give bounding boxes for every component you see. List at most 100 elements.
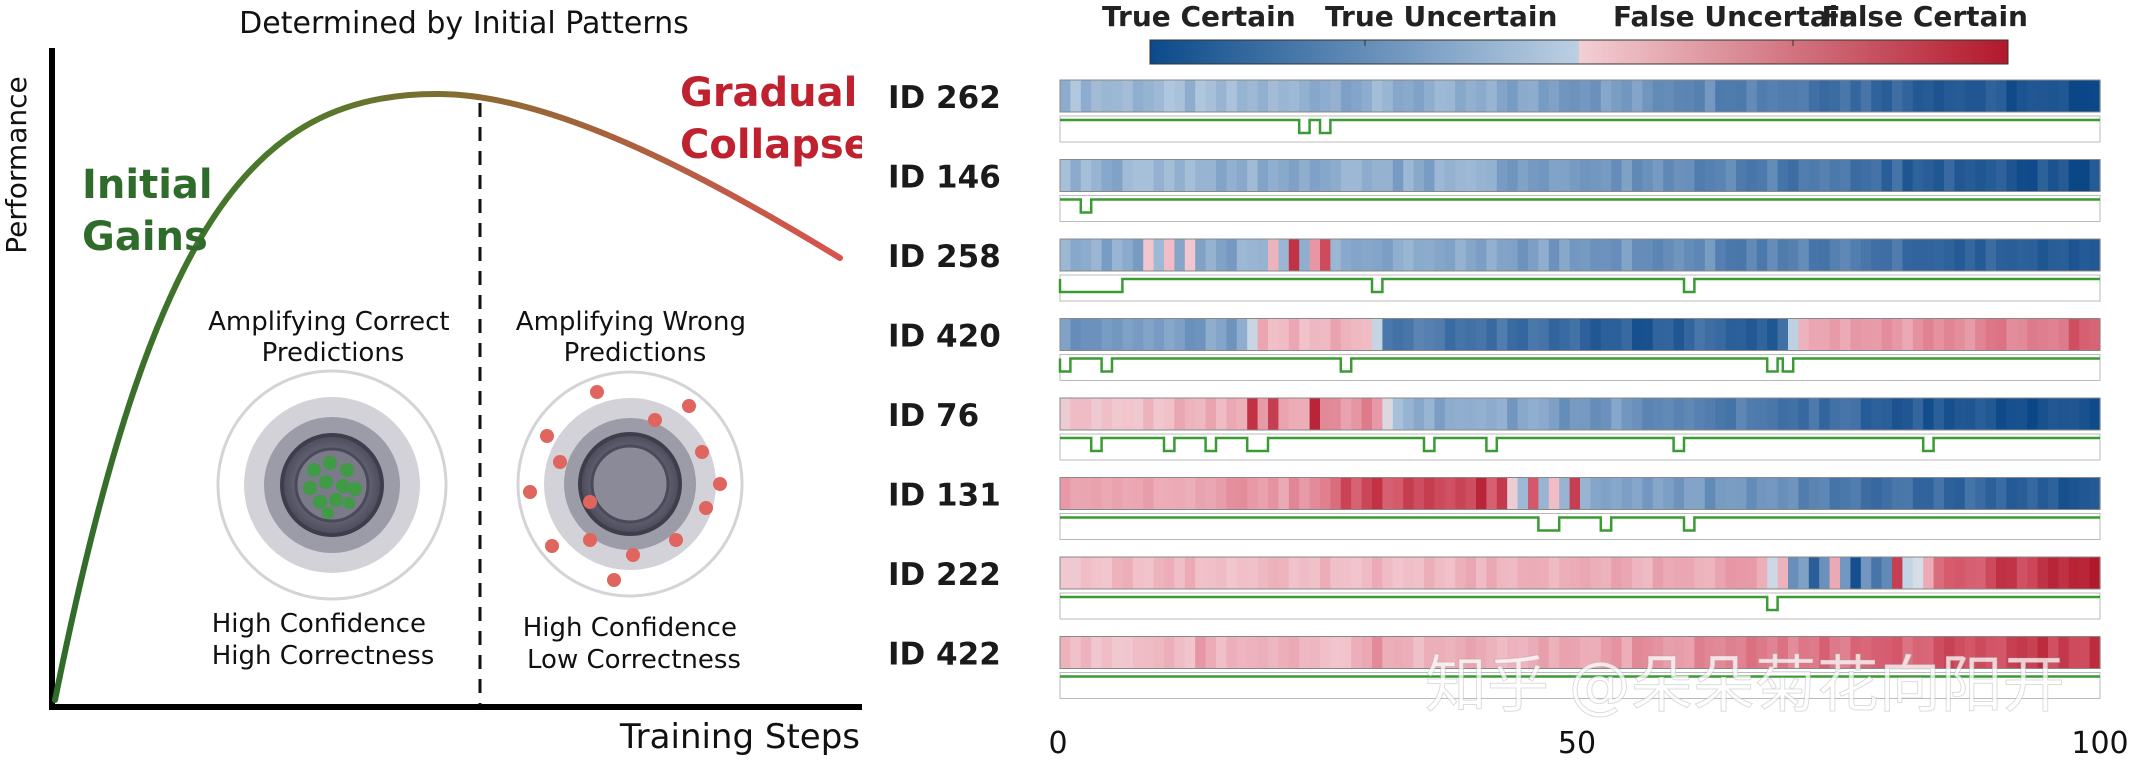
row-id-label: ID 422 <box>888 637 1001 673</box>
heat-cell <box>1132 80 1144 112</box>
heat-cell <box>1923 398 1935 430</box>
heat-cell <box>1216 477 1227 510</box>
heat-cell <box>1663 80 1675 112</box>
heat-cell <box>1798 239 1810 271</box>
heat-cell <box>1091 636 1103 669</box>
heat-cell <box>1652 159 1664 192</box>
heat-cell <box>1060 557 1071 589</box>
heat-cell <box>1434 239 1446 271</box>
heat-cell <box>1559 398 1571 430</box>
heat-cell <box>1288 159 1300 192</box>
heat-cell <box>1694 80 1706 112</box>
heat-cell <box>1808 477 1820 510</box>
heat-cell <box>1517 398 1529 430</box>
heat-cell <box>1746 318 1758 351</box>
heat-cell <box>1361 239 1373 271</box>
row-id-label: ID 76 <box>888 398 979 434</box>
heat-cell <box>1486 557 1498 589</box>
heat-cell <box>1060 239 1071 271</box>
heat-cell <box>1216 398 1227 430</box>
heat-cell <box>1247 636 1259 669</box>
heat-cell <box>1840 636 1851 669</box>
heat-cell <box>1486 318 1498 351</box>
heat-cell <box>1746 159 1758 192</box>
heat-cell <box>1538 159 1550 192</box>
correctness-trace <box>1060 595 2100 612</box>
heat-cell <box>1330 636 1342 669</box>
heat-cell <box>2089 398 2101 430</box>
heat-cell <box>1881 477 1893 510</box>
heat-cell <box>1216 80 1227 112</box>
heat-cell <box>1476 636 1487 669</box>
heat-cell <box>1912 239 1924 271</box>
heat-cell <box>1559 557 1571 589</box>
heat-cell <box>1091 239 1103 271</box>
heat-cell <box>1340 557 1352 589</box>
correctness-trace <box>1060 118 2100 135</box>
heat-cell <box>1580 80 1591 112</box>
heat-cell <box>1372 159 1383 192</box>
heat-cell <box>1642 80 1654 112</box>
heat-cell <box>2048 318 2059 351</box>
heat-cell <box>1808 636 1820 669</box>
heat-cell <box>1330 239 1342 271</box>
heat-cell <box>1829 557 1841 589</box>
heat-cell <box>1299 159 1311 192</box>
heat-cell <box>1299 80 1311 112</box>
correctness-trace <box>1058 277 2100 294</box>
heat-cell <box>1517 636 1529 669</box>
heat-cell <box>1444 80 1456 112</box>
heat-cell <box>1736 557 1747 589</box>
heat-cell <box>1330 159 1342 192</box>
heat-cell <box>1080 477 1092 510</box>
heat-cell <box>1694 318 1706 351</box>
heat-cell <box>1257 239 1269 271</box>
heat-cell <box>1642 557 1654 589</box>
heat-cell <box>1912 398 1924 430</box>
heat-cell <box>1216 159 1227 192</box>
heat-cell <box>2027 80 2039 112</box>
heat-cell <box>1299 398 1311 430</box>
heat-cell <box>1944 80 1955 112</box>
heat-cell <box>2068 557 2080 589</box>
heat-cell <box>2027 398 2039 430</box>
heat-cell <box>1621 477 1633 510</box>
heat-cell <box>1496 80 1508 112</box>
heat-cell <box>1496 636 1508 669</box>
heat-cell <box>1788 80 1799 112</box>
heat-cell <box>1330 477 1342 510</box>
heat-cell <box>1195 636 1207 669</box>
heat-cell <box>1996 557 2007 589</box>
heat-cell <box>1236 477 1248 510</box>
heat-cell <box>1944 159 1955 192</box>
heat-cell <box>1933 636 1945 669</box>
heat-cell <box>1829 636 1841 669</box>
heat-cell <box>1840 239 1851 271</box>
heat-cell <box>1850 80 1862 112</box>
heat-cell <box>1247 398 1259 430</box>
heat-cell <box>1850 636 1862 669</box>
heat-cell <box>2058 398 2070 430</box>
heat-cell <box>1684 318 1695 351</box>
heatmap-row: ID 422 <box>888 636 2101 699</box>
heat-cell <box>1195 557 1207 589</box>
heat-cell <box>1465 159 1477 192</box>
heat-cell <box>1236 398 1248 430</box>
heat-cell <box>1829 239 1841 271</box>
heat-cell <box>1829 80 1841 112</box>
heat-cell <box>1975 159 1987 192</box>
correctness-trace <box>1060 198 2100 214</box>
heat-cell <box>1798 80 1810 112</box>
heat-cell <box>1309 239 1321 271</box>
heat-cell <box>1465 477 1477 510</box>
heat-cell <box>2048 477 2059 510</box>
heat-cell <box>1912 477 1924 510</box>
heat-cell <box>1954 159 1966 192</box>
heat-cell <box>1382 477 1394 510</box>
heat-cell <box>1850 239 1862 271</box>
heat-cell <box>1413 557 1425 589</box>
heat-cell <box>1112 159 1123 192</box>
heat-cell <box>1268 318 1279 351</box>
heat-cell <box>1143 398 1155 430</box>
svg-text:Amplifying Wrong Predict: Amplifying Wrong Predictions <box>516 307 754 368</box>
